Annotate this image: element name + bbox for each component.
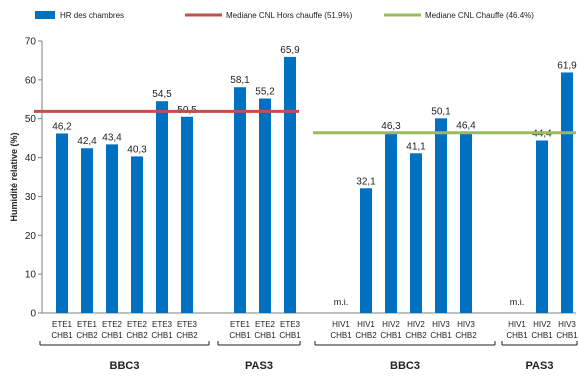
x-tick-label: ETE3 xyxy=(280,320,301,329)
group-label: BBC3 xyxy=(110,360,140,372)
x-tick-label: ETE2 xyxy=(102,320,123,329)
bar xyxy=(561,72,573,313)
x-tick-label: HIV1 xyxy=(332,320,350,329)
x-tick-label: ETE3 xyxy=(177,320,198,329)
x-tick-label: CHB2 xyxy=(126,331,148,340)
legend-label-bars: HR des chambres xyxy=(60,11,124,20)
y-tick-label: 40 xyxy=(25,153,37,164)
x-tick-label: HIV2 xyxy=(382,320,400,329)
x-tick-label: ETE3 xyxy=(152,320,173,329)
x-tick-label: HIV2 xyxy=(533,320,551,329)
x-tick-label: CHB1 xyxy=(51,331,73,340)
data-label: 61,9 xyxy=(557,60,577,71)
x-tick-label: CHB2 xyxy=(405,331,427,340)
data-label: 46,3 xyxy=(381,121,401,132)
x-tick-label: CHB1 xyxy=(430,331,452,340)
y-tick-label: 20 xyxy=(25,231,37,242)
x-tick-label: HIV3 xyxy=(558,320,576,329)
bar xyxy=(106,144,118,313)
x-tick-label: ETE1 xyxy=(230,320,251,329)
data-label: 50,1 xyxy=(431,106,451,117)
x-tick-label: CHB2 xyxy=(76,331,98,340)
missing-data-label: m.i. xyxy=(334,297,349,307)
missing-data-label: m.i. xyxy=(510,297,525,307)
bar xyxy=(56,133,68,313)
x-tick-label: HIV3 xyxy=(432,320,450,329)
x-tick-label: ETE2 xyxy=(127,320,148,329)
x-tick-label: CHB1 xyxy=(556,331,578,340)
y-tick-label: 60 xyxy=(25,75,37,86)
group-label: PAS3 xyxy=(526,360,554,372)
data-label: 42,4 xyxy=(77,136,97,147)
data-label: 65,9 xyxy=(280,45,300,56)
x-tick-label: ETE1 xyxy=(52,320,73,329)
x-tick-label: CHB1 xyxy=(254,331,276,340)
data-label: 41,1 xyxy=(406,141,426,152)
x-tick-label: HIV2 xyxy=(407,320,425,329)
x-tick-label: CHB2 xyxy=(355,331,377,340)
data-label: 43,4 xyxy=(102,132,122,143)
data-label: 46,2 xyxy=(52,121,72,132)
y-tick-label: 0 xyxy=(30,309,36,320)
x-tick-label: HIV3 xyxy=(457,320,475,329)
x-tick-label: CHB1 xyxy=(380,331,402,340)
x-tick-label: CHB1 xyxy=(279,331,301,340)
x-tick-label: HIV1 xyxy=(357,320,375,329)
x-tick-label: CHB1 xyxy=(506,331,528,340)
group-label: BBC3 xyxy=(390,360,420,372)
y-tick-label: 10 xyxy=(25,270,37,281)
x-tick-label: CHB1 xyxy=(330,331,352,340)
y-tick-label: 30 xyxy=(25,192,37,203)
group-label: PAS3 xyxy=(245,360,273,372)
bar xyxy=(131,156,143,313)
x-tick-label: CHB1 xyxy=(531,331,553,340)
x-tick-label: CHB2 xyxy=(455,331,477,340)
data-label: 55,2 xyxy=(255,87,275,98)
bar xyxy=(385,133,397,313)
x-tick-label: CHB1 xyxy=(229,331,251,340)
data-label: 46,4 xyxy=(456,121,476,132)
data-label: 54,5 xyxy=(152,89,172,100)
y-tick-label: 50 xyxy=(25,114,37,125)
bar xyxy=(81,148,93,313)
bar xyxy=(259,98,271,313)
legend-swatch-bars xyxy=(35,11,55,19)
legend-label-chauffe: Mediane CNL Chauffe (46.4%) xyxy=(425,11,534,20)
x-tick-label: CHB2 xyxy=(176,331,198,340)
bar xyxy=(360,188,372,313)
y-tick-label: 70 xyxy=(25,37,37,48)
bar xyxy=(435,118,447,313)
data-label: 40,3 xyxy=(127,144,147,155)
x-tick-label: ETE2 xyxy=(255,320,276,329)
bar xyxy=(181,116,193,314)
x-tick-label: HIV1 xyxy=(508,320,526,329)
legend-label-hors-chauffe: Mediane CNL Hors chauffe (51.9%) xyxy=(226,11,353,20)
bar xyxy=(284,56,296,313)
y-axis-label: Humidité relative (%) xyxy=(9,132,19,221)
x-tick-label: CHB1 xyxy=(101,331,123,340)
data-label: 58,1 xyxy=(230,75,250,86)
bar xyxy=(460,132,472,313)
bar xyxy=(410,153,422,313)
data-label: 32,1 xyxy=(356,176,376,187)
x-tick-label: CHB1 xyxy=(151,331,173,340)
x-tick-label: ETE1 xyxy=(77,320,98,329)
bar xyxy=(536,140,548,313)
bar xyxy=(156,101,168,313)
bar xyxy=(234,87,246,314)
